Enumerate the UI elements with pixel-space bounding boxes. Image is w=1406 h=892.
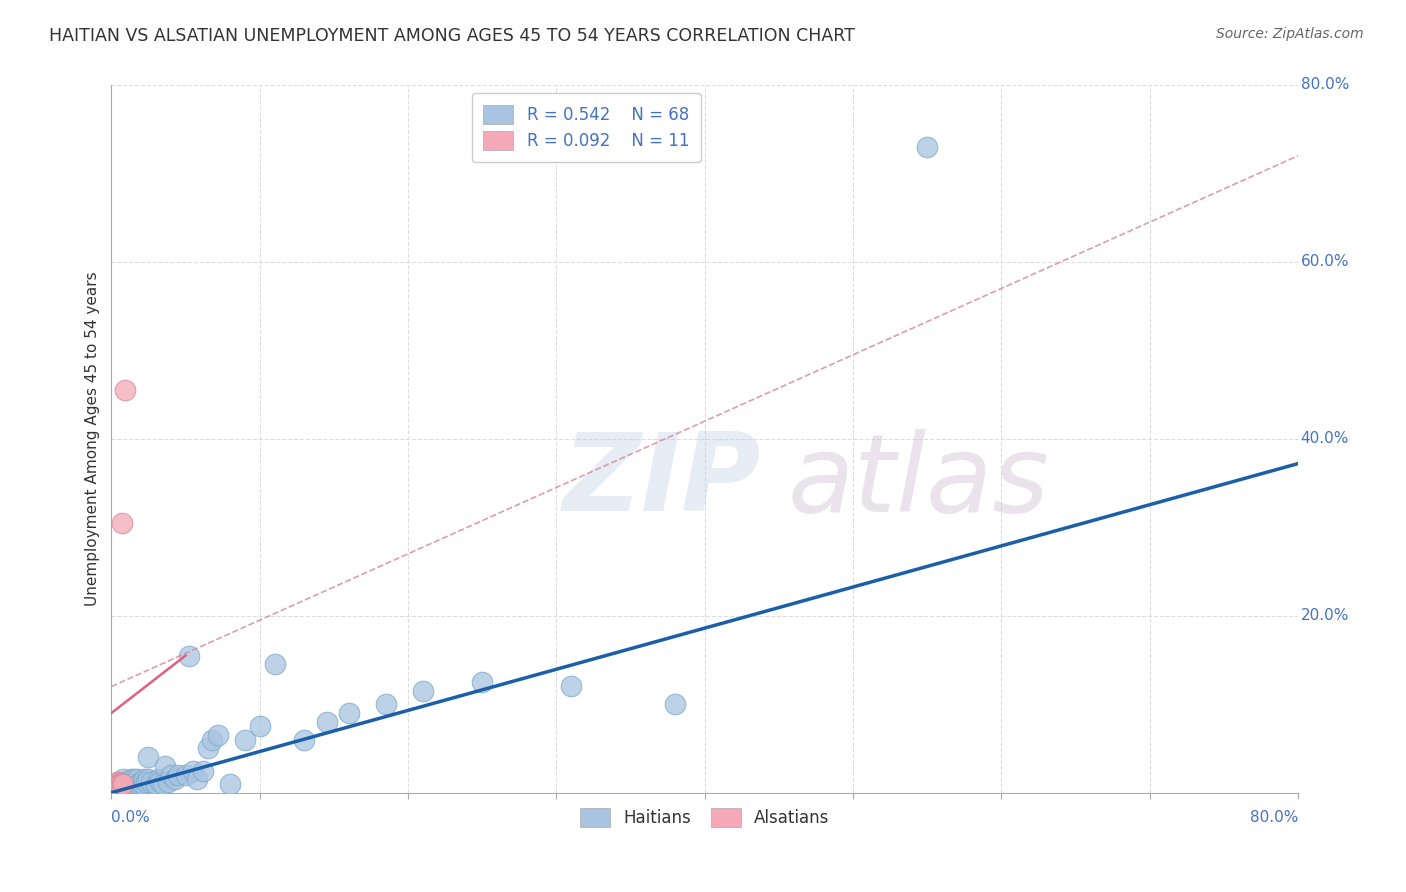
Point — [114, 781, 136, 796]
Point — [233, 732, 256, 747]
Text: 80.0%: 80.0% — [1301, 78, 1348, 93]
Text: HAITIAN VS ALSATIAN UNEMPLOYMENT AMONG AGES 45 TO 54 YEARS CORRELATION CHART: HAITIAN VS ALSATIAN UNEMPLOYMENT AMONG A… — [49, 27, 855, 45]
Point — [149, 775, 172, 789]
Point — [128, 777, 150, 791]
Point — [174, 768, 197, 782]
Point — [374, 697, 396, 711]
Point — [125, 772, 148, 787]
Point — [110, 777, 132, 791]
Point — [118, 781, 141, 796]
Point — [103, 779, 125, 793]
Point — [664, 697, 686, 711]
Point — [115, 777, 138, 791]
Point — [111, 777, 134, 791]
Point — [219, 777, 242, 791]
Point — [263, 657, 285, 672]
Point — [186, 772, 208, 787]
Point — [110, 777, 132, 791]
Point — [181, 764, 204, 778]
Point — [108, 781, 131, 796]
Point — [101, 781, 124, 796]
Point — [917, 140, 939, 154]
Point — [315, 714, 337, 729]
Point — [124, 777, 146, 791]
Point — [114, 775, 136, 789]
Point — [105, 775, 128, 789]
Text: atlas: atlas — [787, 429, 1050, 533]
Point — [112, 781, 135, 796]
Point — [193, 764, 215, 778]
Point — [292, 732, 315, 747]
Point — [122, 772, 145, 787]
Point — [197, 741, 219, 756]
Point — [132, 772, 155, 787]
Text: 40.0%: 40.0% — [1301, 432, 1348, 446]
Point — [103, 777, 125, 791]
Point — [177, 648, 200, 663]
Point — [138, 772, 160, 787]
Text: 20.0%: 20.0% — [1301, 608, 1348, 624]
Point — [471, 675, 494, 690]
Point — [337, 706, 360, 720]
Point — [141, 775, 163, 789]
Point — [105, 777, 128, 791]
Point — [121, 777, 143, 791]
Point — [118, 775, 141, 789]
Point — [104, 781, 127, 796]
Point — [117, 779, 139, 793]
Point — [115, 781, 138, 796]
Point — [111, 516, 134, 530]
Point — [135, 775, 157, 789]
Point — [111, 777, 134, 791]
Point — [104, 777, 127, 791]
Point — [127, 777, 149, 791]
Point — [131, 777, 153, 791]
Point — [152, 777, 174, 791]
Point — [153, 759, 176, 773]
Point — [167, 768, 190, 782]
Text: 60.0%: 60.0% — [1301, 254, 1348, 269]
Point — [111, 781, 134, 796]
Point — [145, 777, 167, 791]
Point — [104, 777, 127, 791]
Legend: Haitians, Alsatians: Haitians, Alsatians — [574, 801, 837, 834]
Point — [112, 772, 135, 787]
Point — [138, 750, 160, 764]
Point — [120, 779, 142, 793]
Text: Source: ZipAtlas.com: Source: ZipAtlas.com — [1216, 27, 1364, 41]
Point — [201, 732, 224, 747]
Point — [108, 775, 131, 789]
Point — [148, 772, 170, 787]
Point — [207, 728, 229, 742]
Point — [412, 684, 434, 698]
Point — [165, 772, 187, 787]
Point — [114, 383, 136, 397]
Point — [122, 781, 145, 796]
Text: ZIP: ZIP — [562, 428, 761, 534]
Point — [110, 781, 132, 796]
Text: 80.0%: 80.0% — [1250, 810, 1298, 825]
Y-axis label: Unemployment Among Ages 45 to 54 years: Unemployment Among Ages 45 to 54 years — [86, 271, 100, 606]
Point — [159, 768, 181, 782]
Point — [249, 719, 271, 733]
Point — [112, 779, 135, 793]
Point — [156, 775, 179, 789]
Point — [129, 775, 152, 789]
Point — [101, 777, 124, 791]
Text: 0.0%: 0.0% — [111, 810, 150, 825]
Point — [105, 779, 128, 793]
Point — [108, 777, 131, 791]
Point — [560, 680, 582, 694]
Point — [117, 781, 139, 796]
Point — [120, 772, 142, 787]
Point — [112, 777, 135, 791]
